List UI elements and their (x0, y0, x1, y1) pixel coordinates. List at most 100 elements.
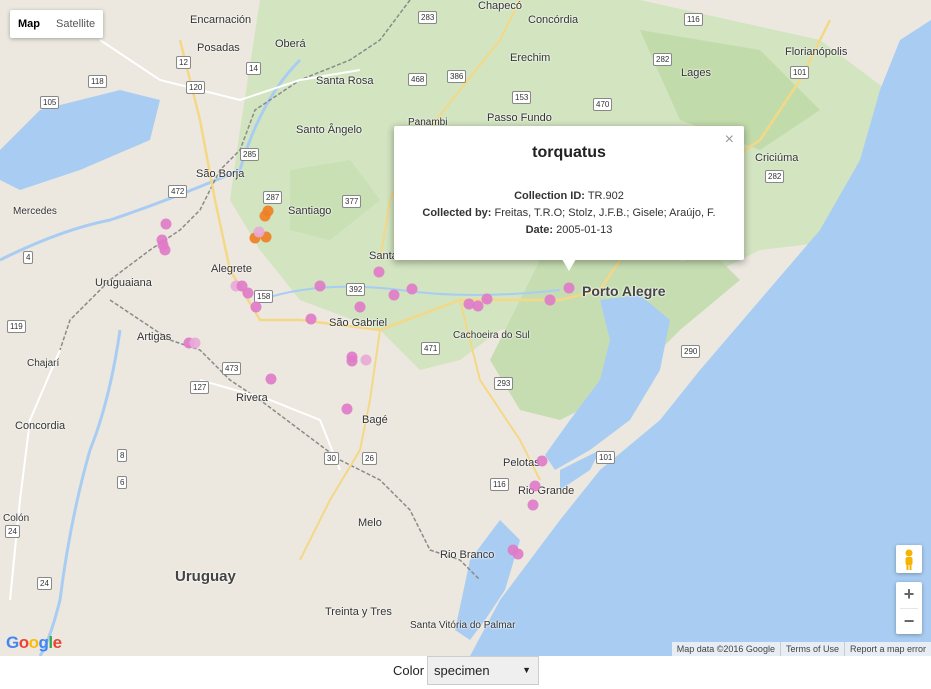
specimen-marker[interactable] (536, 455, 548, 467)
road-shield: 12 (176, 56, 191, 69)
specimen-marker[interactable] (512, 548, 524, 560)
date-label: Date: (525, 224, 554, 236)
specimen-marker[interactable] (529, 480, 541, 492)
zoom-in-button[interactable]: + (903, 584, 915, 604)
report-error-link[interactable]: Report a map error (843, 642, 931, 656)
place-label: Bagé (362, 414, 388, 426)
map-attribution: Map data ©2016 Google Terms of Use Repor… (671, 642, 931, 656)
place-label: Uruguaiana (95, 277, 152, 289)
place-label: Erechim (510, 52, 551, 64)
road-shield: 105 (40, 96, 60, 109)
road-shield: 24 (5, 525, 20, 538)
specimen-marker[interactable] (242, 287, 254, 299)
road-shield: 118 (88, 75, 107, 88)
place-label: Santo Ângelo (296, 124, 363, 136)
color-label: Color (393, 663, 425, 678)
place-label: Porto Alegre (582, 283, 666, 299)
road-shield: 158 (254, 290, 274, 303)
road-shield: 116 (490, 478, 509, 491)
color-control-bar: Color specimen ▼ (0, 656, 931, 689)
road-shield: 283 (418, 11, 438, 24)
road-shield: 392 (346, 283, 366, 296)
terms-link[interactable]: Terms of Use (779, 642, 844, 656)
chevron-down-icon: ▼ (522, 665, 531, 675)
specimen-markers (156, 205, 575, 560)
place-label: Colón (3, 513, 30, 524)
map-data-text: Map data ©2016 Google (676, 644, 775, 654)
specimen-marker[interactable] (157, 239, 169, 251)
place-label: Artigas (137, 331, 172, 343)
google-logo[interactable]: Google (6, 633, 62, 652)
date-value: 2005-01-13 (556, 224, 613, 236)
specimen-marker[interactable] (563, 282, 575, 294)
zoom-control: + − (896, 582, 922, 634)
road-shield: 26 (362, 452, 377, 465)
specimen-marker[interactable] (472, 300, 484, 312)
place-label: Rivera (236, 392, 268, 404)
pegman-button[interactable] (896, 545, 922, 573)
specimen-marker[interactable] (250, 301, 262, 313)
info-window: × torquatus Collection ID: TR.902 Collec… (394, 126, 744, 271)
place-label: Santa Vitória do Palmar (410, 620, 516, 631)
road-shield: 101 (596, 451, 616, 464)
map-type-satellite-button[interactable]: Satellite (56, 18, 96, 30)
place-label: Concordia (15, 420, 66, 432)
road-shield: 6 (117, 476, 128, 489)
collected-by-value: Freitas, T.R.O; Stolz, J.F.B.; Gisele; A… (494, 207, 716, 219)
map-type-map-button[interactable]: Map (18, 18, 40, 30)
specimen-marker[interactable] (305, 313, 317, 325)
specimen-marker[interactable] (346, 355, 358, 367)
specimen-marker[interactable] (388, 289, 400, 301)
road-shield: 8 (117, 449, 128, 462)
specimen-marker[interactable] (527, 499, 539, 511)
collected-by-row: Collected by: Freitas, T.R.O; Stolz, J.F… (394, 205, 744, 222)
specimen-marker[interactable] (463, 298, 475, 310)
place-label: Oberá (275, 38, 306, 50)
road-shield: 127 (190, 381, 210, 394)
place-label: Melo (358, 517, 382, 529)
specimen-marker[interactable] (406, 283, 418, 295)
place-label: Panambi (408, 117, 448, 128)
place-label: Mercedes (13, 206, 57, 217)
road-shield: 153 (512, 91, 532, 104)
place-label: Encarnación (190, 14, 252, 26)
place-label: Concórdia (528, 14, 579, 26)
place-label: São Gabriel (329, 317, 388, 329)
place-label: Rio Branco (440, 549, 495, 561)
specimen-marker[interactable] (259, 210, 271, 222)
specimen-marker[interactable] (265, 373, 277, 385)
collected-by-label: Collected by: (422, 207, 492, 219)
collection-id-value: TR.902 (587, 190, 624, 202)
road-shield: 377 (342, 195, 362, 208)
specimen-marker[interactable] (354, 301, 366, 313)
color-select[interactable]: specimen ▼ (427, 656, 539, 685)
info-window-tail (562, 259, 576, 271)
specimen-marker[interactable] (160, 218, 172, 230)
specimen-marker[interactable] (373, 266, 385, 278)
specimen-marker[interactable] (314, 280, 326, 292)
place-label: Chapecó (478, 0, 523, 12)
place-label: Passo Fundo (487, 112, 552, 124)
specimen-marker[interactable] (341, 403, 353, 415)
specimen-marker[interactable] (189, 337, 201, 349)
specimen-marker[interactable] (544, 294, 556, 306)
place-label: Treinta y Tres (325, 606, 392, 618)
close-icon[interactable]: × (724, 131, 734, 148)
road-shield: 119 (7, 320, 26, 333)
place-label: Posadas (197, 42, 240, 54)
map-type-control: Map Satellite (10, 10, 104, 38)
road-shield: 282 (653, 53, 673, 66)
map-canvas[interactable]: Encarnación Posadas Oberá Santa Rosa Santo Â… (0, 0, 931, 656)
zoom-out-button[interactable]: − (903, 611, 915, 631)
place-label: Pelotas (503, 457, 540, 469)
info-window-title: torquatus (532, 144, 606, 161)
place-label: Chajarí (27, 358, 60, 369)
specimen-marker[interactable] (253, 226, 265, 238)
road-shield: 285 (240, 148, 260, 161)
place-label: São Borja (196, 168, 245, 180)
specimen-marker[interactable] (481, 293, 493, 305)
specimen-marker[interactable] (360, 354, 372, 366)
road-shield: 101 (790, 66, 810, 79)
road-shield: 290 (681, 345, 701, 358)
place-label: Alegrete (211, 263, 252, 275)
